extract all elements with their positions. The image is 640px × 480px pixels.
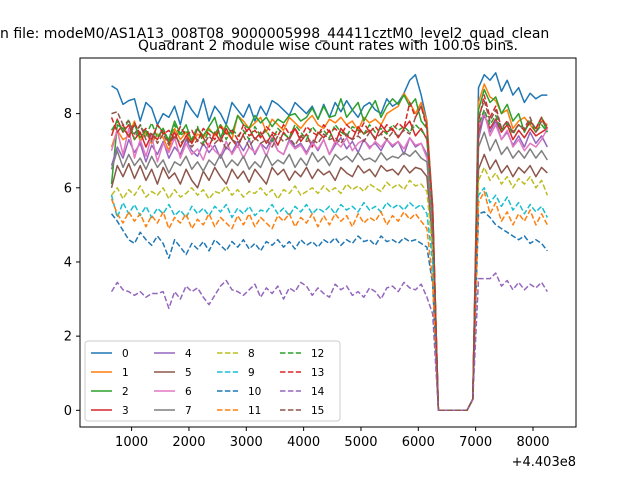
series-layer bbox=[110, 72, 549, 412]
x-tick-label: 1000 bbox=[115, 435, 148, 450]
legend-label: 2 bbox=[122, 386, 129, 398]
legend-label: 11 bbox=[248, 405, 261, 417]
chart-title: Quadrant 2 module wise count rates with … bbox=[138, 38, 518, 54]
legend-label: 10 bbox=[248, 386, 261, 398]
y-tick-label: 6 bbox=[64, 181, 72, 196]
y-tick-label: 0 bbox=[64, 404, 72, 419]
series-line-11 bbox=[110, 190, 548, 412]
y-tick-label: 4 bbox=[64, 255, 72, 270]
legend-box bbox=[84, 340, 341, 422]
x-tick-label: 7000 bbox=[459, 435, 492, 450]
series-line-13 bbox=[110, 94, 548, 412]
legend-label: 14 bbox=[311, 386, 325, 398]
legend-label: 15 bbox=[311, 405, 324, 417]
legend-label: 12 bbox=[311, 348, 324, 360]
legend-label: 3 bbox=[122, 405, 129, 417]
y-axis: 0 2 4 6 8 bbox=[64, 107, 80, 419]
x-tick-label: 5000 bbox=[344, 435, 377, 450]
legend-label: 1 bbox=[122, 367, 129, 379]
plot-area-frame bbox=[79, 57, 577, 428]
series-line-15 bbox=[111, 99, 548, 412]
legend-label: 7 bbox=[185, 405, 192, 417]
y-tick-label: 8 bbox=[64, 107, 72, 122]
series-line-14 bbox=[110, 272, 548, 412]
x-offset-label: +4.403e8 bbox=[512, 455, 576, 470]
x-tick-label: 3000 bbox=[230, 435, 263, 450]
legend-label: 0 bbox=[122, 348, 129, 360]
legend-label: 8 bbox=[248, 348, 255, 360]
y-tick-label: 2 bbox=[64, 330, 72, 345]
legend-label: 4 bbox=[185, 348, 192, 360]
x-tick-label: 4000 bbox=[287, 435, 320, 450]
x-tick-label: 8000 bbox=[516, 435, 549, 450]
legend-label: 6 bbox=[185, 386, 192, 398]
legend-label: 9 bbox=[248, 367, 255, 379]
figure-suptitle: n file: modeM0/AS1A13_008T08_9000005998_… bbox=[0, 26, 549, 42]
x-tick-label: 2000 bbox=[172, 435, 205, 450]
x-axis: 1000 2000 3000 4000 5000 6000 7000 8000 bbox=[115, 427, 550, 450]
x-tick-label: 6000 bbox=[402, 435, 435, 450]
legend-label: 13 bbox=[311, 367, 324, 379]
legend-label: 5 bbox=[185, 367, 192, 379]
